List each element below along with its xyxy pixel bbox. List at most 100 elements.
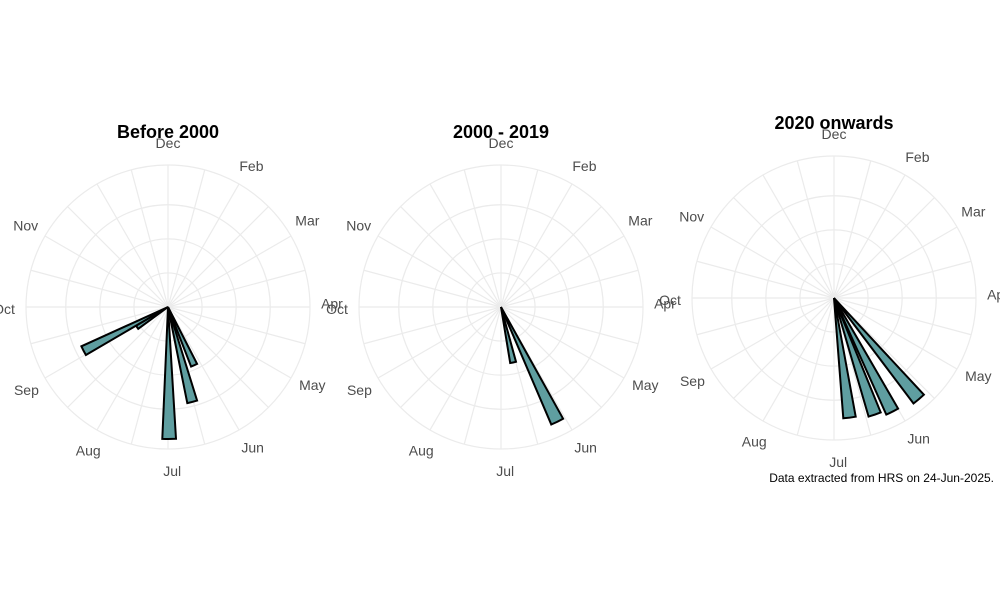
grid-spoke [500,235,625,308]
grid-spoke [167,206,269,308]
panel-before-2000: Before 2000 Dec Feb Mar Apr May Jun Jul Aug Sep O… [0,122,343,479]
month-label: Aug [742,433,767,449]
month-label: Sep [14,382,39,398]
polar-bar [167,306,199,405]
month-label: Mar [628,213,652,229]
grid-spoke [167,269,306,308]
grid-spoke [500,269,639,308]
month-label: Sep [680,373,705,389]
grid-spoke [500,206,602,308]
month-label: Jun [574,439,597,455]
month-label: Jul [163,463,181,479]
grid-spoke [762,174,835,299]
month-label: Feb [905,149,929,165]
polar-bar [80,306,169,357]
grid-spoke [167,183,240,308]
grid-spoke [500,306,625,379]
grid-spoke [696,297,835,336]
month-label: Nov [346,217,371,233]
month-label: Apr [654,295,676,311]
caption: Data extracted from HRS on 24-Jun-2025. [769,471,994,485]
grid-spoke [30,306,169,345]
month-label: Dec [156,135,181,151]
month-label: Aug [76,442,101,458]
month-label: May [299,377,325,393]
grid-spoke [833,160,872,299]
grid-spoke [833,197,935,299]
polar-bar [833,297,883,418]
month-label: Dec [489,135,514,151]
grid-spoke [429,306,502,431]
grid-spoke [463,306,502,445]
month-label: Apr [321,295,343,311]
polar-bar [833,297,926,405]
grid-spoke [130,169,169,308]
grid-spoke [696,260,835,299]
month-label: Jun [907,430,930,446]
month-label: Dec [822,126,847,142]
polar-bar [833,297,857,420]
month-label: Nov [13,217,38,233]
grid-spoke [710,226,835,299]
grid-spoke [429,183,502,308]
grid-spoke [710,297,835,370]
polar-bar [500,306,565,426]
polar-plot: Dec Feb Mar Apr May Jun Jul Aug Sep Oct Nov [659,126,1000,470]
grid-spoke [167,306,306,345]
panel-title: 2000 - 2019 [453,122,549,142]
grid-spoke [463,169,502,308]
grid-spoke [377,235,502,308]
grid-spoke [167,235,292,308]
grid-spoke [796,160,835,299]
grid-spoke [733,297,835,399]
polar-bar [161,306,178,441]
grid-spoke [30,269,169,308]
month-label: Feb [239,158,263,174]
grid-spoke [67,306,169,408]
month-label: May [632,377,658,393]
month-label: Nov [679,208,704,224]
grid-spoke [67,206,169,308]
grid-spoke [733,197,835,299]
grid-spoke [167,306,269,408]
grid-spoke [500,306,639,345]
month-label: Aug [409,442,434,458]
polar-bar [833,297,900,416]
grid-spoke [833,226,958,299]
grid-spoke [363,269,502,308]
panel-title: 2020 onwards [774,113,893,133]
grid-spoke [377,306,502,379]
grid-spoke [96,183,169,308]
grid-spoke [96,306,169,431]
grid-spoke [400,306,502,408]
month-label: Feb [572,158,596,174]
month-label: Oct [0,301,15,317]
grid-spoke [130,306,169,445]
grid-spoke [500,183,573,308]
month-label: Mar [295,213,319,229]
panel-2000-2019: 2000 - 2019 Dec Feb Mar Apr May Jun Jul Aug Sep O… [326,122,676,479]
polar-plot: Dec Feb Mar Apr May Jun Jul Aug Sep Oct Nov [326,135,676,479]
polar-plot: Dec Feb Mar Apr May Jun Jul Aug Sep Oct Nov [0,135,343,479]
grid-spoke [796,297,835,436]
panel-title: Before 2000 [117,122,219,142]
grid-spoke [833,174,906,299]
month-label: May [965,368,991,384]
month-label: Sep [347,382,372,398]
month-label: Oct [659,292,681,308]
month-label: Oct [326,301,348,317]
month-label: Jul [829,454,847,470]
grid-spoke [833,297,958,370]
polar-bar [500,306,518,365]
polar-bar [167,306,199,368]
month-label: Jul [496,463,514,479]
grid-spoke [363,306,502,345]
grid-spoke [833,297,972,336]
grid-spoke [167,169,206,308]
grid-spoke [167,306,292,379]
grid-spoke [762,297,835,422]
grid-spoke [833,260,972,299]
grid-spoke [500,306,602,408]
grid-spoke [500,169,539,308]
